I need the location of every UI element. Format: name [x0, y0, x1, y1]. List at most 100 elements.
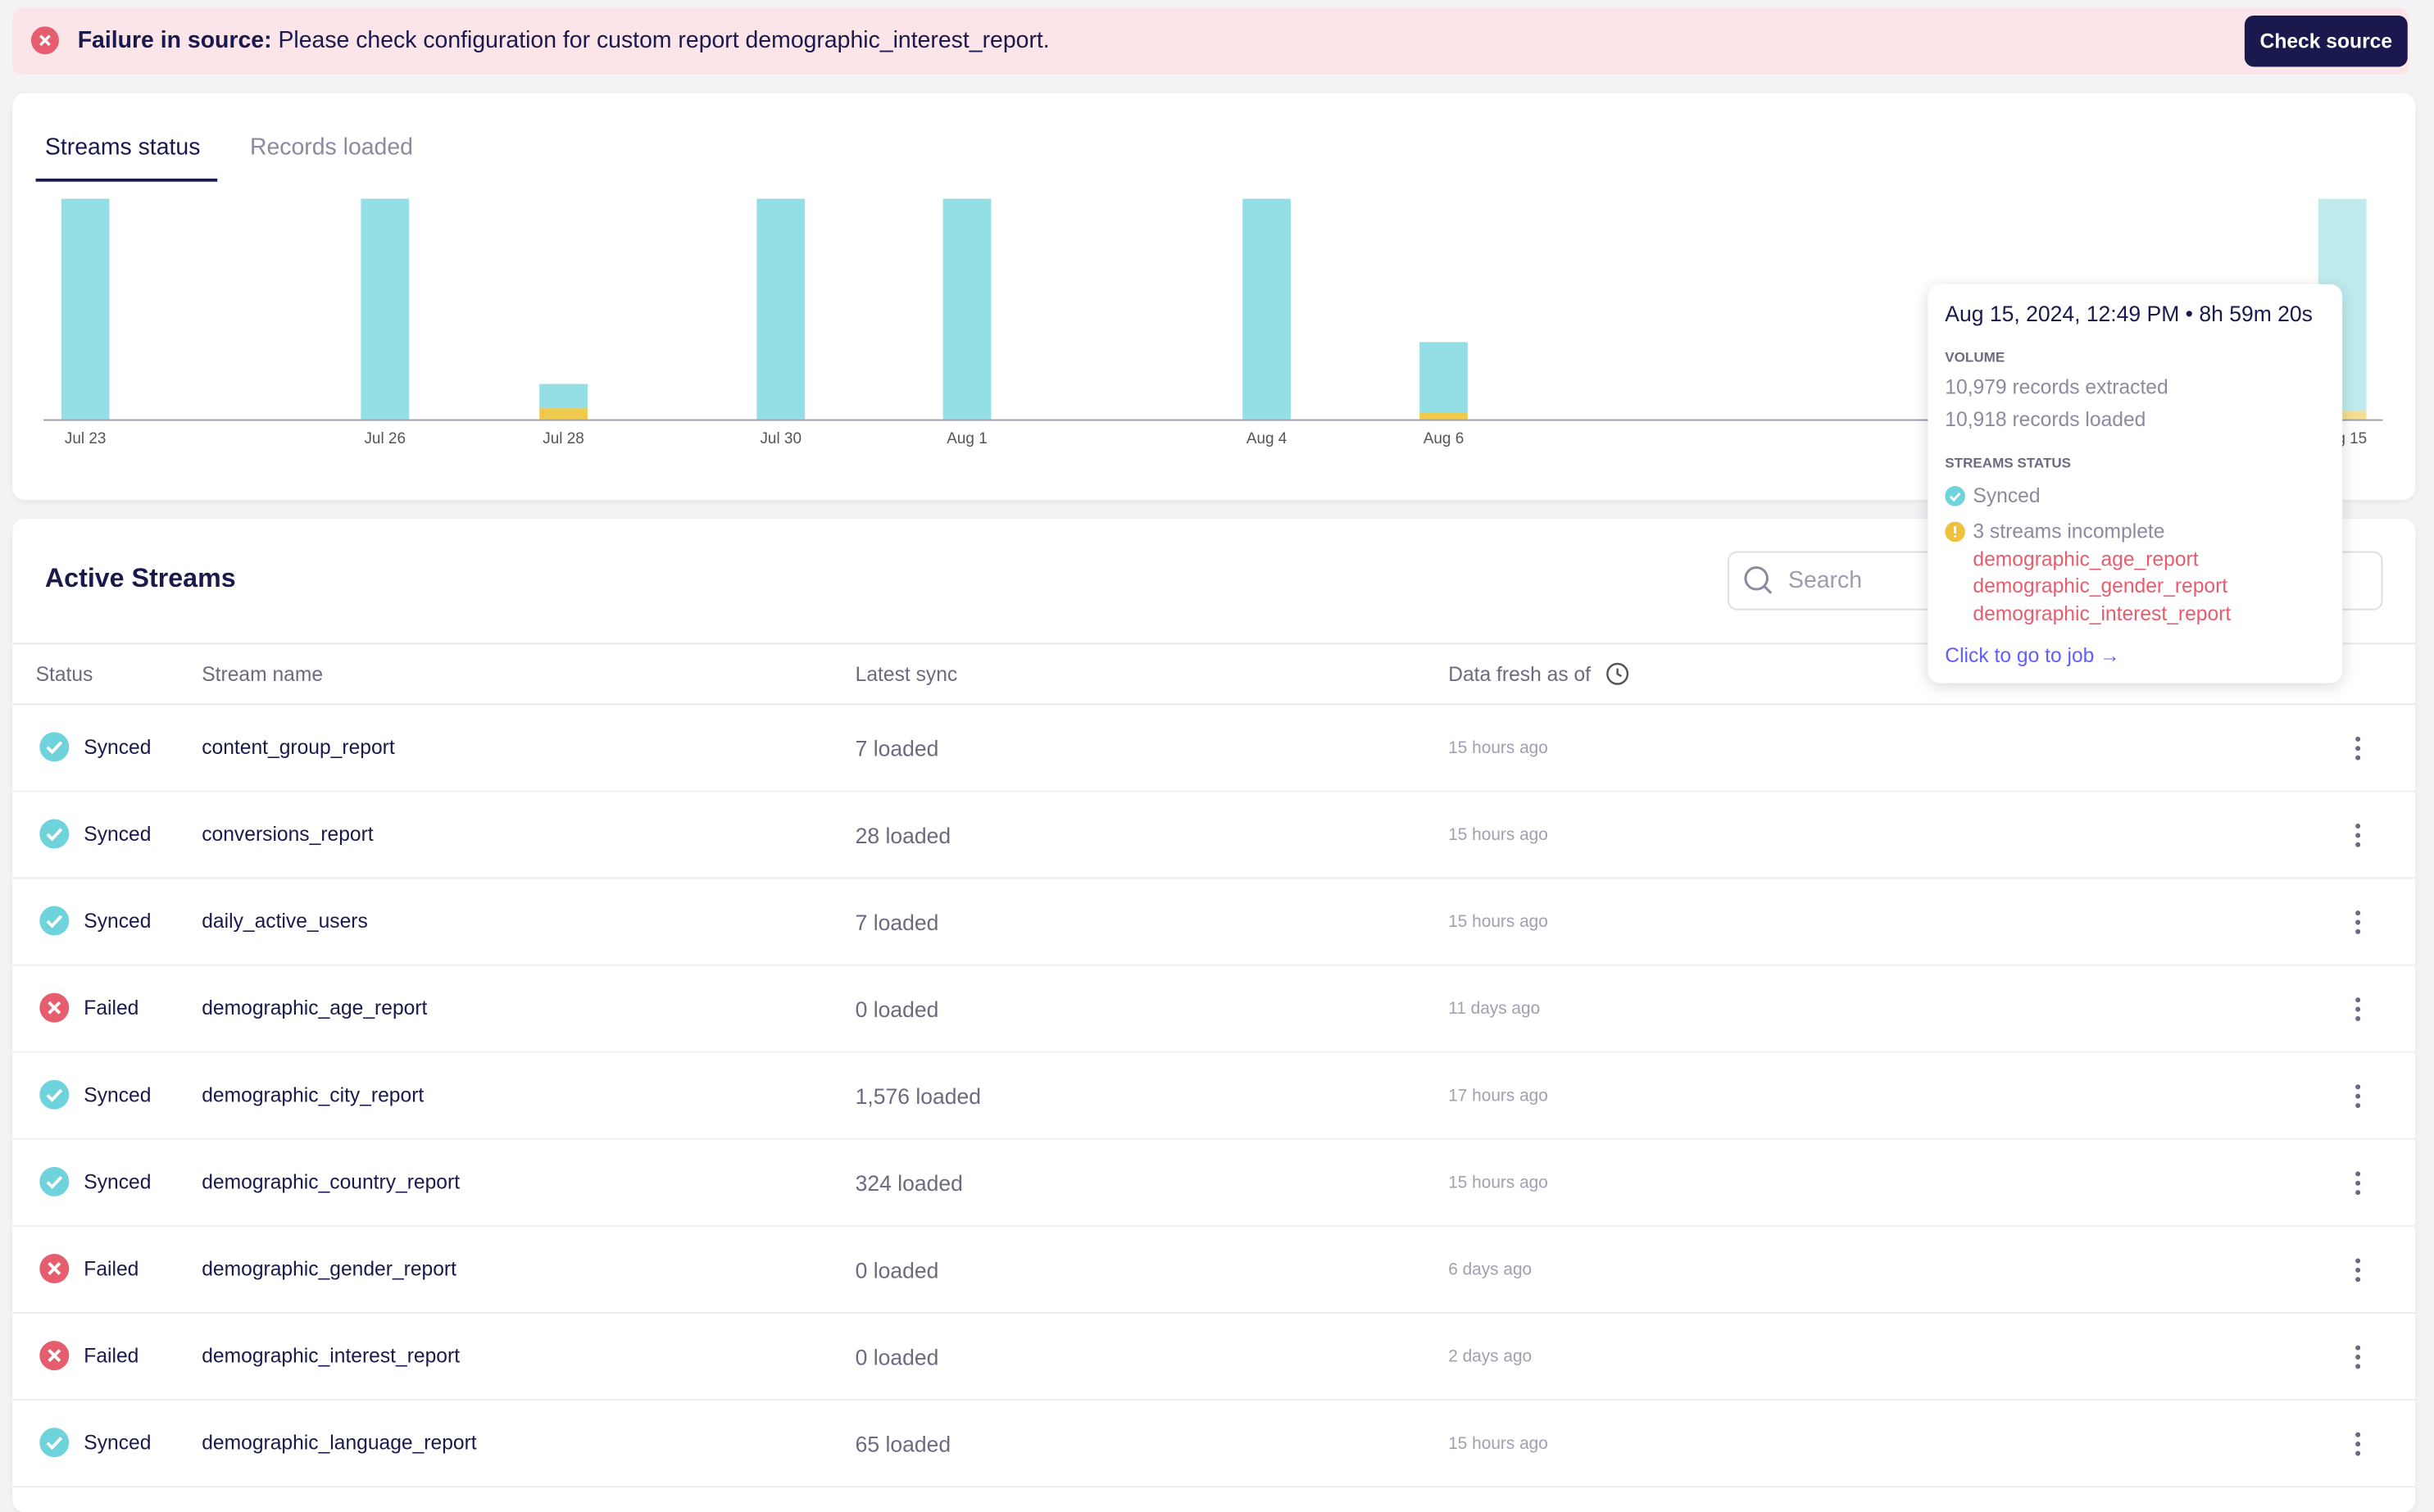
- tooltip-label: VOLUME: [1945, 349, 2005, 366]
- row-menu[interactable]: [2353, 821, 2362, 849]
- row-divider: [12, 1224, 2416, 1227]
- latest-sync: 7 loaded: [855, 736, 939, 761]
- streams-card: Active Streams Search Status Stream name L…: [12, 518, 2416, 1512]
- icon-check: [46, 915, 63, 929]
- menu-dot: [2355, 1451, 2361, 1456]
- column-header: Data fresh as of: [1448, 662, 1592, 686]
- row-divider: [12, 877, 2416, 879]
- tab-active[interactable]: Streams status: [44, 134, 201, 161]
- data-fresh: 6 days ago: [1448, 1260, 1533, 1280]
- menu-dot: [2355, 1015, 2361, 1021]
- menu-dot: [2355, 842, 2361, 847]
- synced-icon: [39, 906, 70, 936]
- status-synced: Synced: [1973, 484, 2041, 507]
- tooltip-heading: Aug 15, 2024, 12:49 PM • 8h 59m 20s: [1945, 301, 2313, 326]
- menu-dot: [2355, 1102, 2361, 1109]
- menu-dot: [2355, 1345, 2361, 1351]
- status-incomplete: 3 streams incomplete: [1973, 519, 2165, 543]
- check-source-button[interactable]: Check source: [2244, 15, 2408, 67]
- icon-circle: [39, 1079, 70, 1110]
- icon-x: [48, 1349, 61, 1363]
- icon-check: [46, 1175, 63, 1189]
- column-header: Status: [35, 662, 93, 686]
- status-text: Failed: [84, 1343, 139, 1368]
- latest-sync: 1,576 loaded: [855, 1083, 982, 1109]
- row-divider: [12, 790, 2416, 792]
- data-fresh: 15 hours ago: [1448, 913, 1548, 932]
- menu-dot: [2355, 1267, 2361, 1273]
- menu-dot: [2355, 1354, 2361, 1360]
- row-menu[interactable]: [2353, 1343, 2362, 1371]
- menu-dot: [2355, 910, 2361, 916]
- data-fresh: 11 days ago: [1448, 1000, 1541, 1019]
- synced-icon: [39, 819, 70, 849]
- incomplete-stream: demographic_interest_report: [1973, 602, 2232, 625]
- data-fresh: 15 hours ago: [1448, 738, 1548, 758]
- menu-dot: [2355, 736, 2361, 742]
- row-divider: [12, 1486, 2416, 1488]
- row-menu[interactable]: [2353, 908, 2362, 936]
- icon-check: [46, 1088, 63, 1102]
- menu-dot: [2355, 1432, 2361, 1437]
- failed-icon: [39, 992, 70, 1023]
- column-header: Latest sync: [855, 662, 958, 686]
- bar-synced: [361, 198, 410, 420]
- synced-icon: [1945, 486, 1965, 506]
- status-text: Synced: [84, 1430, 152, 1455]
- section-title: Active Streams: [44, 563, 236, 593]
- icon-circle: [39, 819, 70, 849]
- failed-icon: [39, 1253, 70, 1283]
- row-menu[interactable]: [2353, 1430, 2362, 1458]
- icon-circle: [39, 732, 70, 762]
- status-text: Synced: [84, 1083, 152, 1106]
- job-link[interactable]: Click to go to job →: [1945, 643, 2120, 667]
- stream-name: demographic_country_report: [202, 1169, 461, 1194]
- clock-hands: [1616, 668, 1623, 678]
- warning-icon: [1945, 521, 1965, 543]
- x-tick-label: Aug 1: [947, 430, 987, 447]
- data-fresh: 17 hours ago: [1448, 1087, 1548, 1106]
- row-menu[interactable]: [2353, 734, 2362, 762]
- stream-name: demographic_language_report: [202, 1430, 477, 1455]
- menu-dot: [2355, 929, 2361, 934]
- stream-name: demographic_interest_report: [202, 1343, 461, 1368]
- search-icon: [1744, 565, 1773, 594]
- latest-sync: 28 loaded: [855, 823, 951, 848]
- search-placeholder: Search: [1788, 567, 1863, 594]
- row-menu[interactable]: [2353, 996, 2362, 1024]
- x-tick-label: Aug 4: [1247, 430, 1287, 447]
- status-text: Failed: [84, 996, 139, 1019]
- x-tick-label: Aug 6: [1424, 430, 1464, 447]
- status-text: Synced: [84, 909, 152, 933]
- menu-dot: [2355, 1442, 2361, 1447]
- menu-dot: [2355, 746, 2361, 751]
- row-divider: [12, 964, 2416, 966]
- synced-icon: [39, 1166, 70, 1196]
- menu-dot: [2355, 1084, 2361, 1090]
- icon-x: [48, 1261, 61, 1275]
- stream-name: daily_active_users: [202, 909, 368, 933]
- menu-dot: [2355, 823, 2361, 829]
- bar-synced: [539, 384, 588, 409]
- failed-icon: [39, 1341, 70, 1371]
- row-menu[interactable]: [2353, 1256, 2362, 1284]
- error-icon: [30, 26, 59, 55]
- synced-icon: [39, 1428, 70, 1458]
- volume-line: 10,918 records loaded: [1945, 407, 2146, 431]
- menu-dot: [2355, 1258, 2361, 1264]
- menu-dot: [2355, 1180, 2361, 1186]
- row-divider: [12, 1399, 2416, 1401]
- clock-face: [1606, 662, 1629, 685]
- menu-dot: [2355, 755, 2361, 761]
- stream-name: conversions_report: [202, 822, 374, 846]
- latest-sync: 0 loaded: [855, 997, 939, 1022]
- icon-x: [48, 1001, 61, 1015]
- divider: [12, 703, 2416, 706]
- tab[interactable]: Records loaded: [249, 134, 413, 161]
- row-menu[interactable]: [2353, 1083, 2362, 1110]
- status-text: Synced: [84, 735, 152, 759]
- row-menu[interactable]: [2353, 1169, 2362, 1197]
- volume-line: 10,979 records extracted: [1945, 375, 2168, 398]
- status-text: Failed: [84, 1256, 139, 1281]
